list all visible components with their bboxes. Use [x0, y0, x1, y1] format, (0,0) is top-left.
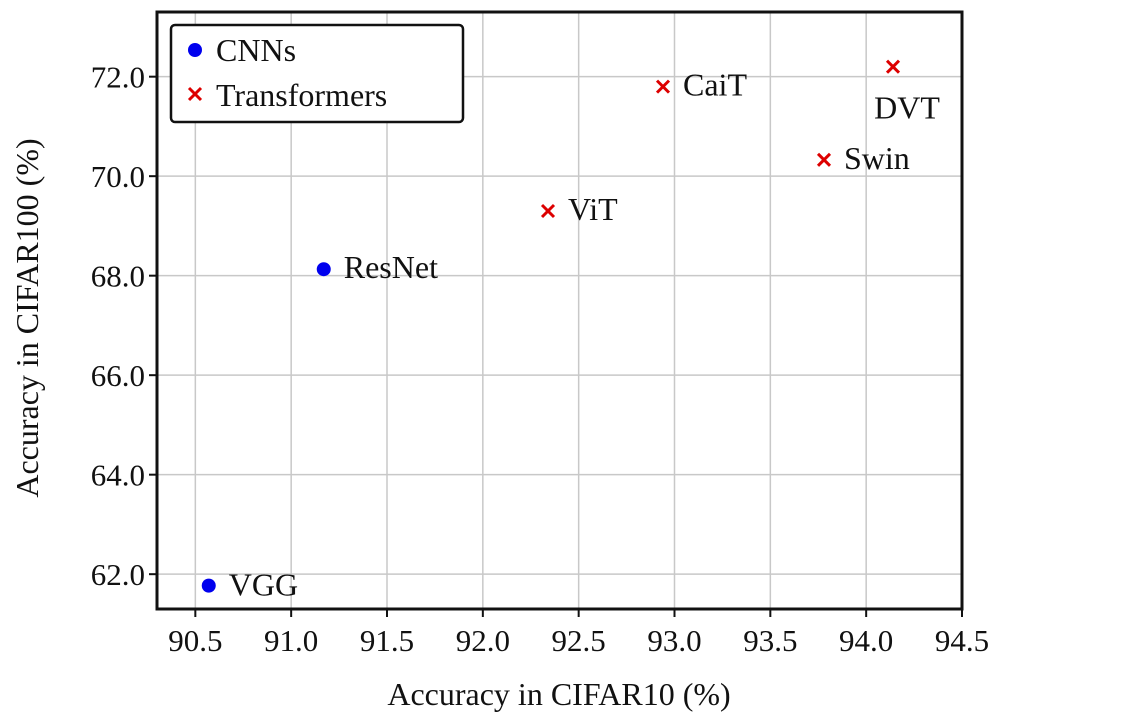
legend-transformer-label: Transformers	[216, 77, 387, 113]
point-vgg	[201, 578, 216, 593]
point-label-vit: ViT	[568, 191, 618, 227]
y-tick-label: 64.0	[91, 458, 145, 493]
grid	[157, 12, 963, 609]
y-tick-label: 68.0	[91, 259, 145, 294]
x-tick-label: 93.5	[743, 623, 797, 658]
x-tick-label: 93.0	[647, 623, 701, 658]
ticks: 90.5 91.0 91.5 92.0 92.5 93.0 93.5 94.0 94.5 62.0…	[91, 60, 989, 658]
point-label-resnet: ResNet	[344, 249, 438, 285]
plot-frame	[155, 10, 964, 611]
legend-box	[169, 23, 465, 124]
x-tick-label: 91.0	[264, 623, 318, 658]
legend-cnn-marker	[188, 43, 202, 57]
x-tick-label: 94.5	[935, 623, 989, 658]
y-tick-label: 70.0	[91, 159, 145, 194]
legend-transformer-marker	[187, 86, 203, 102]
y-tick-label: 72.0	[91, 60, 145, 95]
data-points: VGG ResNet ViT CaiT Swin DVT	[201, 59, 940, 603]
x-tick-label: 92.5	[552, 623, 606, 658]
point-label-swin: Swin	[844, 140, 910, 176]
point-label-cait: CaiT	[683, 67, 747, 103]
point-dvt	[885, 59, 901, 74]
x-tick-label: 90.5	[168, 623, 222, 658]
x-tick-label: 94.0	[839, 623, 893, 658]
point-resnet	[316, 262, 331, 277]
point-cait	[655, 79, 671, 94]
point-label-vgg: VGG	[229, 567, 298, 603]
y-tick-label: 66.0	[91, 358, 145, 393]
point-swin	[816, 152, 832, 167]
legend: CNNs Transformers	[169, 23, 465, 124]
x-axis-title: Accuracy in CIFAR10 (%)	[387, 676, 730, 712]
point-label-dvt: DVT	[874, 90, 940, 126]
point-vit	[540, 203, 556, 219]
x-tick-label: 91.5	[360, 623, 414, 658]
y-axis-title: Accuracy in CIFAR100 (%)	[9, 138, 45, 497]
legend-cnn-label: CNNs	[216, 32, 296, 68]
x-tick-label: 92.0	[456, 623, 510, 658]
y-tick-label: 62.0	[91, 557, 145, 592]
